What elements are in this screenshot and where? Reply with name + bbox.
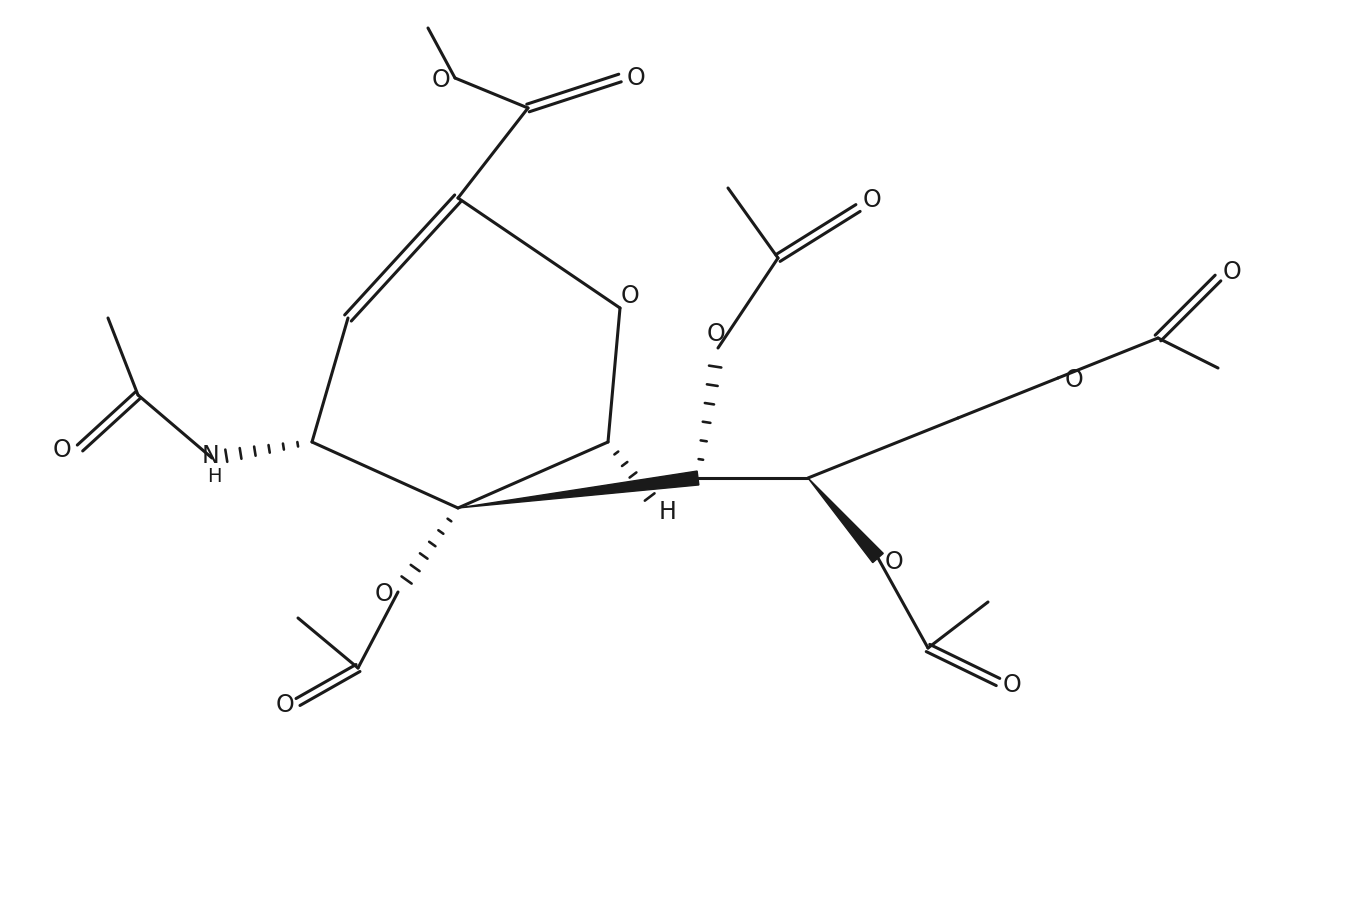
Text: H: H: [206, 467, 221, 486]
Text: O: O: [275, 693, 294, 717]
Text: O: O: [863, 188, 882, 212]
Text: O: O: [1003, 673, 1022, 697]
Text: O: O: [1065, 368, 1084, 392]
Text: O: O: [620, 284, 639, 308]
Text: N: N: [201, 444, 218, 468]
Text: O: O: [1223, 260, 1242, 284]
Text: H: H: [659, 500, 677, 524]
Text: O: O: [53, 438, 71, 462]
Text: O: O: [375, 582, 394, 606]
Polygon shape: [458, 471, 698, 508]
Text: O: O: [706, 322, 725, 346]
Text: O: O: [431, 68, 450, 92]
Text: O: O: [627, 66, 646, 90]
Text: O: O: [884, 550, 903, 574]
Polygon shape: [807, 478, 883, 563]
